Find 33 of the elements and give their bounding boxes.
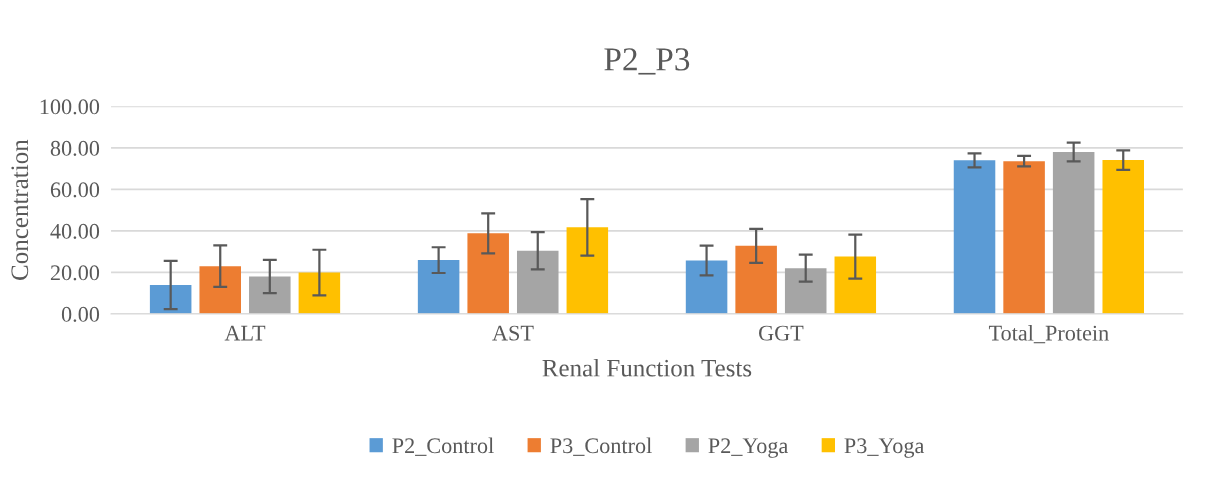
legend-label: P2_Yoga: [708, 438, 789, 458]
bar: [834, 256, 877, 314]
y-tick-label: 0.00: [61, 306, 100, 322]
y-tick-label: 40.00: [50, 223, 100, 239]
y-tick-label: 20.00: [50, 265, 100, 281]
bar: [149, 285, 192, 314]
bar: [735, 245, 777, 314]
bar: [1102, 160, 1145, 314]
y-tick-label: 60.00: [50, 182, 100, 198]
x-tick-label: GGT: [759, 325, 804, 341]
bar: [516, 250, 559, 314]
legend-label: P2_Control: [392, 437, 494, 456]
bar: [467, 233, 509, 314]
bar: [249, 276, 291, 314]
bar: [199, 266, 241, 314]
bar: [685, 260, 728, 314]
y-axis-title: Concentration: [11, 139, 29, 280]
x-tick-label: ALT: [224, 325, 266, 341]
bar: [1003, 161, 1045, 314]
x-tick-label: Total_Protein: [988, 324, 1109, 344]
bar: [298, 272, 341, 314]
bar: [417, 260, 460, 314]
y-tick-label: 100.00: [40, 99, 100, 115]
y-tick-label: 80.00: [50, 140, 100, 156]
x-axis-title: Renal Function Tests: [542, 359, 752, 377]
bar: [784, 268, 827, 314]
legend-label: P3_Yoga: [844, 438, 925, 458]
chart-title: P2_P3: [604, 48, 690, 75]
bar: [953, 160, 996, 314]
x-tick-label: AST: [492, 325, 534, 341]
legend-label: P3_Control: [550, 437, 652, 456]
bar: [566, 227, 609, 314]
bar: [1052, 152, 1095, 314]
